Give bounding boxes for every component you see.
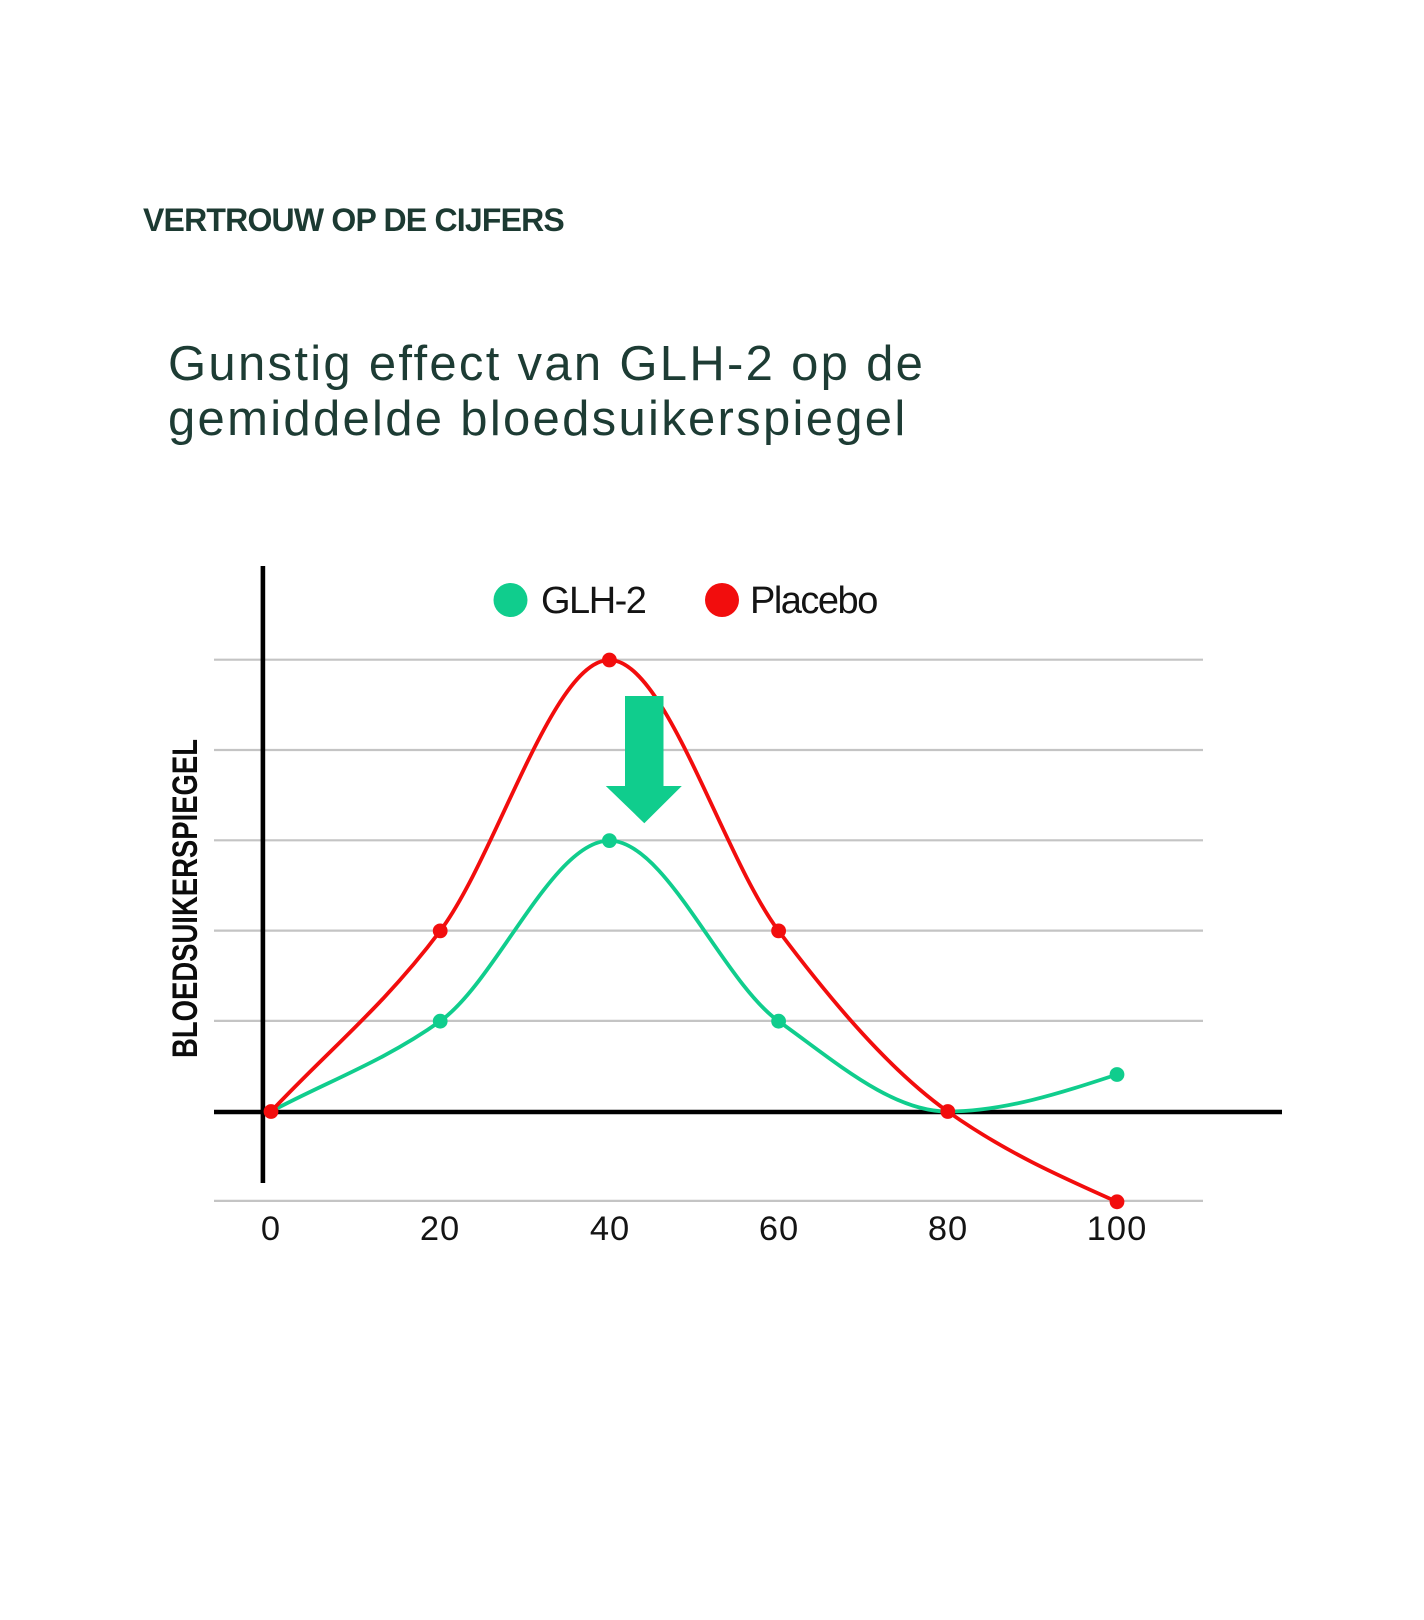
- svg-text:BLOEDSUIKERSPIEGEL: BLOEDSUIKERSPIEGEL: [166, 739, 205, 1058]
